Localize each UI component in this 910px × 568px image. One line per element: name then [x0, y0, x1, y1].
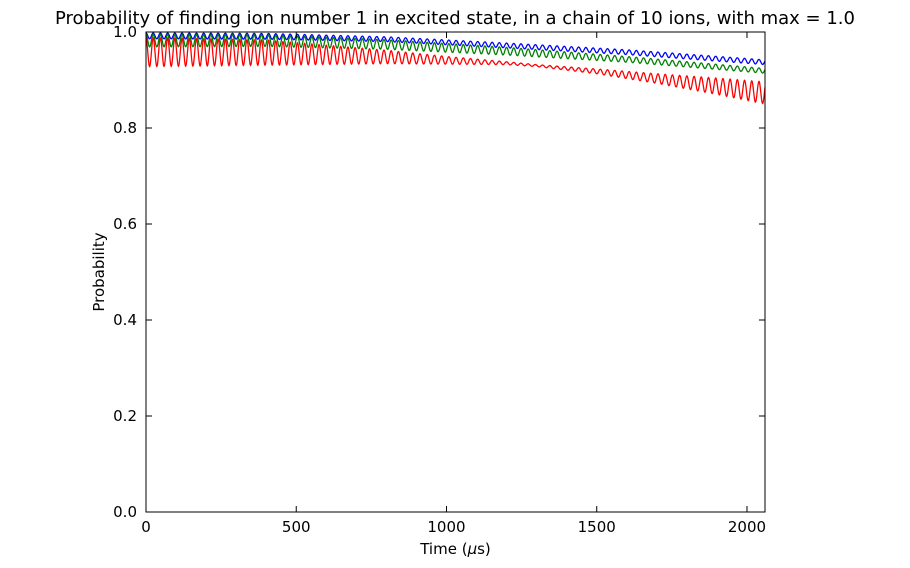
x-tick-label-3: 1500 — [578, 518, 616, 536]
chart-title: Probability of finding ion number 1 in e… — [55, 8, 855, 29]
x-axis-label-unit: μ — [467, 540, 478, 558]
series-line-2 — [145, 33, 766, 74]
y-axis-label: Probability — [90, 232, 108, 311]
series-line-1 — [145, 32, 766, 66]
y-tick-label-5: 1.0 — [113, 23, 137, 41]
y-tick-label-2: 0.4 — [113, 311, 137, 329]
y-tick-label-4: 0.8 — [113, 119, 137, 137]
ticks-layer: 0 500 1000 1500 2000 0.0 0.2 0.4 0.6 0.8 1.0 — [113, 23, 766, 536]
x-axis-label-main: Time ( — [419, 540, 467, 558]
x-tick-label-2: 1000 — [427, 518, 465, 536]
series-line-3 — [145, 36, 766, 105]
y-tick-label-1: 0.2 — [113, 407, 137, 425]
x-tick-label-1: 500 — [282, 518, 311, 536]
plot-frame — [145, 31, 766, 513]
series-layer — [145, 32, 766, 105]
x-axis-label-tail: s) — [477, 540, 491, 558]
x-tick-label-4: 2000 — [728, 518, 766, 536]
y-tick-label-3: 0.6 — [113, 215, 137, 233]
y-tick-label-0: 0.0 — [113, 503, 137, 521]
x-axis-label: Time (μs) — [419, 540, 491, 558]
x-tick-label-0: 0 — [141, 518, 151, 536]
